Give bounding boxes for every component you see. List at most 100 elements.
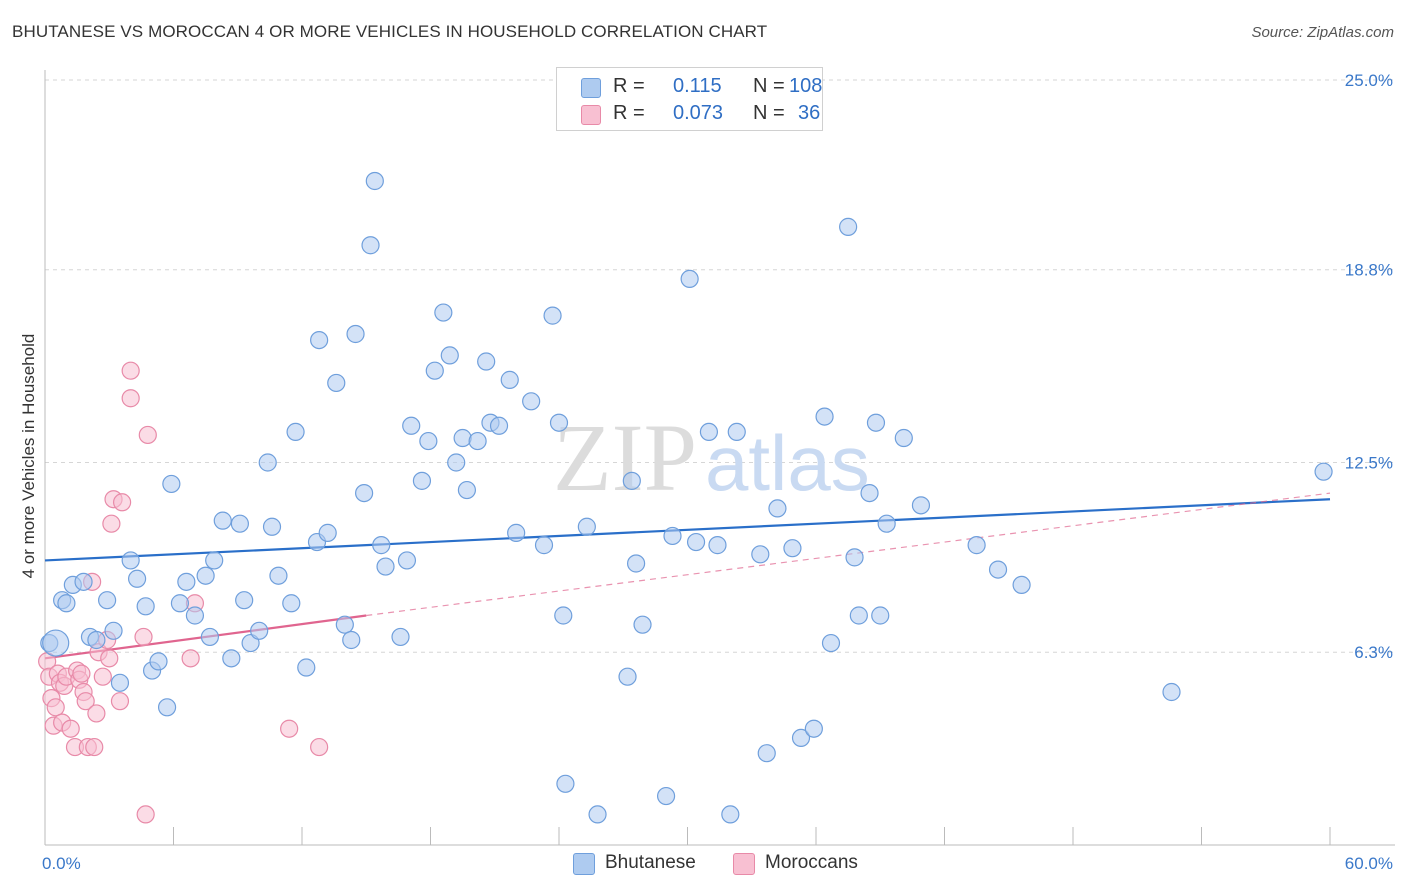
bhutanese-trend-line	[44, 498, 1331, 562]
y-tick-label: 18.8%	[1345, 261, 1393, 280]
bhutanese-point	[170, 594, 190, 613]
bhutanese-point	[318, 523, 337, 542]
bhutanese-point	[185, 606, 205, 625]
legend-label-moroccans: Moroccans	[765, 852, 858, 873]
y-tick-label: 25.0%	[1345, 71, 1393, 90]
bhutanese-point	[588, 805, 607, 824]
bhutanese-point	[500, 370, 519, 389]
bhutanese-point	[1162, 682, 1181, 702]
moroccans-point	[121, 389, 140, 408]
bhutanese-point	[626, 554, 646, 573]
x-tick-labels: 0.0% 60.0%	[42, 854, 1393, 873]
y-tick-label: 12.5%	[1345, 454, 1393, 473]
moroccans-point	[85, 737, 104, 757]
bhutanese-point	[74, 572, 93, 591]
chart-title: BHUTANESE VS MOROCCAN 4 OR MORE VEHICLES…	[12, 22, 768, 41]
bhutanese-point	[783, 539, 802, 558]
bhutanese-point	[721, 805, 740, 824]
bhutanese-point	[391, 627, 410, 647]
bhutanese-point	[686, 532, 706, 552]
bhutanese-point	[549, 413, 569, 432]
watermark-zip: ZIP	[553, 404, 697, 511]
bhutanese-point	[235, 591, 254, 610]
legend-r-label: R =	[613, 102, 645, 124]
moroccans-point	[102, 514, 121, 533]
bhutanese-point	[768, 499, 787, 518]
moroccans-point	[134, 627, 153, 647]
bhutanese-point	[680, 269, 699, 288]
bhutanese-point	[751, 545, 770, 564]
moroccans-point	[100, 649, 119, 668]
bhutanese-point	[402, 416, 421, 435]
bhutanese-point	[310, 331, 329, 350]
moroccans-point	[110, 692, 130, 711]
bhutanese-point	[365, 171, 384, 191]
bhutanese-point	[222, 649, 241, 668]
bhutanese-point	[622, 471, 641, 490]
bhutanese-point	[554, 606, 573, 625]
moroccans-point	[72, 664, 91, 683]
bhutanese-point	[440, 346, 459, 365]
bhutanese-point	[845, 548, 864, 567]
bhutanese-point	[258, 453, 277, 472]
bhutanese-point	[335, 615, 354, 634]
legend-n-label: N =	[753, 75, 785, 97]
moroccans-point	[280, 719, 299, 738]
legend-n-value: 36	[798, 102, 821, 124]
bhutanese-point	[457, 480, 477, 500]
bhutanese-point	[699, 422, 719, 441]
bhutanese-point	[656, 786, 676, 806]
axes	[44, 70, 1395, 846]
bhutanese-point	[849, 606, 868, 625]
bhutanese-point	[894, 428, 913, 448]
moroccans-point	[112, 493, 132, 512]
bhutanese-point	[577, 517, 596, 536]
bhutanese-point	[988, 560, 1008, 579]
bhutanese-point	[372, 536, 391, 555]
legend-swatch-blue	[573, 853, 595, 875]
bhutanese-point	[262, 517, 282, 536]
stats-legend: R = 0.115 N = 108 R = 0.073 N = 36	[556, 67, 823, 131]
bhutanese-point	[815, 407, 834, 426]
bhutanese-point	[447, 453, 466, 472]
x-tick-label: 60.0%	[1345, 854, 1393, 873]
bhutanese-point	[342, 630, 361, 650]
bhutanese-point	[136, 597, 155, 616]
legend-label-bhutanese: Bhutanese	[605, 852, 696, 873]
legend-n-label: N =	[753, 102, 785, 124]
moroccans-points	[38, 361, 329, 824]
bhutanese-point	[911, 496, 931, 515]
bhutanese-point	[98, 591, 117, 610]
bhutanese-point	[967, 536, 986, 555]
grid-lines	[45, 79, 1395, 653]
bhutanese-point	[419, 431, 438, 451]
bhutanese-point	[355, 484, 374, 503]
legend-swatch-pink	[581, 105, 601, 125]
legend-r-value: 0.073	[673, 102, 724, 124]
bhutanese-point	[866, 413, 886, 432]
bhutanese-point	[346, 324, 365, 344]
bhutanese-point	[727, 422, 746, 441]
bhutanese-point	[361, 236, 380, 255]
bhutanese-point	[477, 352, 496, 371]
bhutanese-point	[877, 514, 896, 533]
moroccans-point	[61, 719, 80, 738]
bhutanese-point	[804, 719, 823, 738]
legend-n-value: 108	[789, 75, 823, 97]
bhutanese-point	[104, 621, 123, 640]
bhutanese-point	[1012, 575, 1031, 595]
bhutanese-point	[121, 551, 140, 570]
legend-swatch-pink	[733, 853, 755, 875]
bhutanese-point	[633, 615, 652, 634]
bhutanese-point	[57, 594, 76, 613]
bhutanese-point	[543, 306, 562, 325]
bhutanese-point	[791, 728, 811, 748]
bhutanese-point	[489, 416, 509, 435]
bhutanese-point	[149, 652, 168, 671]
bhutanese-point	[286, 422, 305, 441]
bhutanese-point	[376, 557, 395, 576]
bhutanese-point	[468, 431, 487, 451]
bhutanese-point	[839, 217, 858, 236]
bhutanese-point	[618, 667, 637, 686]
